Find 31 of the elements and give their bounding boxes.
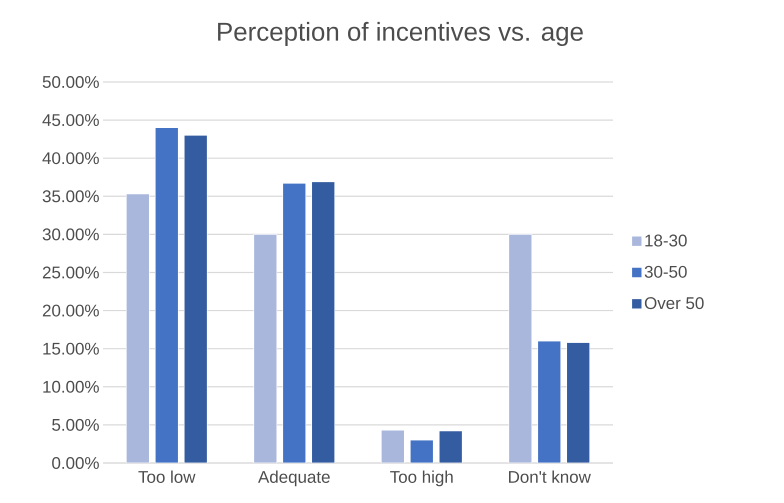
bar <box>508 234 532 463</box>
bar <box>126 194 150 463</box>
bar <box>566 342 590 463</box>
y-tick-label: 5.00% <box>52 418 99 431</box>
x-tick-label: Adequate <box>258 470 330 486</box>
bar <box>381 430 405 463</box>
x-tick-label: Too low <box>138 470 196 483</box>
bar <box>154 127 179 463</box>
bar <box>184 135 208 463</box>
y-tick-label: 45.00% <box>42 114 99 126</box>
legend-label: 30-50 <box>644 266 687 278</box>
bar <box>282 183 306 463</box>
y-tick-label: 30.00% <box>42 228 99 240</box>
bar <box>410 440 434 463</box>
y-tick-label: 10.00% <box>43 380 99 393</box>
bar <box>438 430 462 463</box>
x-tick-label: Don't know <box>509 470 591 483</box>
legend-label: Over 50 <box>644 297 704 310</box>
y-tick-label: 50.00% <box>42 76 99 88</box>
y-tick-label: 20.00% <box>42 304 99 317</box>
chart-title: Perception of incentives vs. age <box>218 22 583 46</box>
legend-label: 18-30 <box>645 234 687 247</box>
y-tick-label: 25.00% <box>42 266 99 278</box>
y-tick-label: 0.00% <box>52 456 99 469</box>
x-tick-label: Too high <box>390 470 453 486</box>
bar <box>254 234 278 463</box>
bar <box>537 340 562 463</box>
y-tick-label: 15.00% <box>43 342 99 355</box>
y-tick-label: 40.00% <box>42 152 99 164</box>
y-tick-label: 35.00% <box>42 190 99 202</box>
bar <box>311 182 335 463</box>
